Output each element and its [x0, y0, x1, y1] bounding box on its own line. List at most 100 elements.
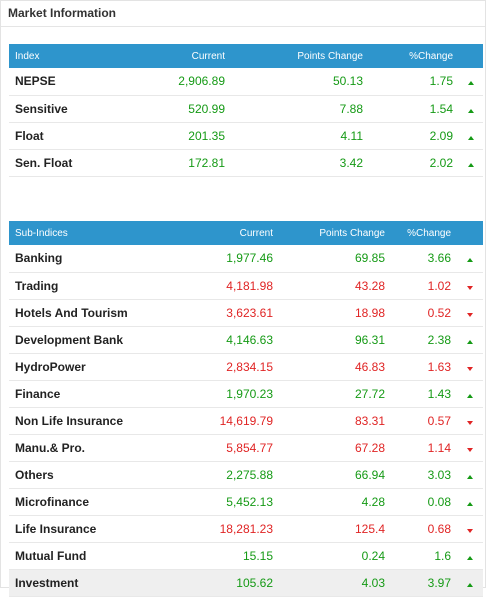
row-direction — [459, 68, 483, 96]
row-direction — [457, 515, 483, 543]
arrow-down-icon — [467, 312, 473, 317]
table-row[interactable]: Hotels And Tourism 3,623.61 18.98 0.52 — [9, 299, 483, 327]
row-points-change: 4.28 — [279, 488, 391, 516]
table-row[interactable]: Trading 4,181.98 43.28 1.02 — [9, 272, 483, 300]
row-current: 4,146.63 — [159, 326, 279, 354]
row-current: 201.35 — [133, 122, 231, 150]
row-current: 172.81 — [133, 149, 231, 177]
row-direction — [457, 488, 483, 516]
row-name: Sensitive — [9, 95, 133, 123]
table-row[interactable]: HydroPower 2,834.15 46.83 1.63 — [9, 353, 483, 381]
table-row[interactable]: Life Insurance 18,281.23 125.4 0.68 — [9, 515, 483, 543]
row-name: Manu.& Pro. — [9, 434, 159, 462]
header-pct-change: %Change — [391, 221, 457, 245]
row-pct-change: 3.97 — [391, 569, 457, 597]
row-direction — [457, 542, 483, 570]
row-pct-change: 0.57 — [391, 407, 457, 435]
table-row[interactable]: Development Bank 4,146.63 96.31 2.38 — [9, 326, 483, 354]
arrow-up-icon — [468, 108, 474, 113]
row-current: 18,281.23 — [159, 515, 279, 543]
row-name: Hotels And Tourism — [9, 299, 159, 327]
header-current: Current — [133, 44, 231, 68]
row-name: Non Life Insurance — [9, 407, 159, 435]
table-row[interactable]: Non Life Insurance 14,619.79 83.31 0.57 — [9, 407, 483, 435]
arrow-up-icon — [468, 135, 474, 140]
table-row[interactable]: Others 2,275.88 66.94 3.03 — [9, 461, 483, 489]
arrow-up-icon — [467, 555, 473, 560]
row-current: 5,452.13 — [159, 488, 279, 516]
arrow-up-icon — [468, 162, 474, 167]
index-table-header: Index Current Points Change %Change — [9, 44, 483, 68]
row-current: 2,906.89 — [133, 68, 231, 96]
row-direction — [459, 149, 483, 177]
row-points-change: 50.13 — [231, 68, 369, 96]
row-pct-change: 2.38 — [391, 326, 457, 354]
header-points-change: Points Change — [231, 44, 369, 68]
header-arrow — [459, 44, 483, 68]
table-row[interactable]: NEPSE 2,906.89 50.13 1.75 — [9, 68, 483, 96]
row-name: Mutual Fund — [9, 542, 159, 570]
row-current: 4,181.98 — [159, 272, 279, 300]
row-points-change: 3.42 — [231, 149, 369, 177]
arrow-up-icon — [467, 393, 473, 398]
row-direction — [457, 434, 483, 462]
table-row[interactable]: Microfinance 5,452.13 4.28 0.08 — [9, 488, 483, 516]
row-pct-change: 2.02 — [369, 149, 459, 177]
row-points-change: 96.31 — [279, 326, 391, 354]
arrow-up-icon — [467, 474, 473, 479]
sub-indices-table-header: Sub-Indices Current Points Change %Chang… — [9, 221, 483, 245]
row-points-change: 125.4 — [279, 515, 391, 543]
row-points-change: 27.72 — [279, 380, 391, 408]
row-pct-change: 1.6 — [391, 542, 457, 570]
header-sub-indices: Sub-Indices — [9, 221, 159, 245]
row-pct-change: 0.68 — [391, 515, 457, 543]
row-direction — [457, 245, 483, 273]
arrow-up-icon — [467, 501, 473, 506]
table-row[interactable]: Sensitive 520.99 7.88 1.54 — [9, 95, 483, 123]
row-points-change: 4.03 — [279, 569, 391, 597]
row-pct-change: 1.54 — [369, 95, 459, 123]
row-pct-change: 1.75 — [369, 68, 459, 96]
row-points-change: 18.98 — [279, 299, 391, 327]
row-pct-change: 0.08 — [391, 488, 457, 516]
table-row[interactable]: Sen. Float 172.81 3.42 2.02 — [9, 149, 483, 177]
row-name: NEPSE — [9, 68, 133, 96]
row-current: 14,619.79 — [159, 407, 279, 435]
row-current: 2,275.88 — [159, 461, 279, 489]
row-direction — [457, 299, 483, 327]
row-current: 1,977.46 — [159, 245, 279, 273]
row-points-change: 0.24 — [279, 542, 391, 570]
row-name: Development Bank — [9, 326, 159, 354]
row-name: Investment — [9, 569, 159, 597]
table-row[interactable]: Manu.& Pro. 5,854.77 67.28 1.14 — [9, 434, 483, 462]
arrow-up-icon — [468, 81, 474, 86]
row-name: HydroPower — [9, 353, 159, 381]
row-name: Sen. Float — [9, 149, 133, 177]
table-row[interactable]: Banking 1,977.46 69.85 3.66 — [9, 245, 483, 273]
row-pct-change: 1.02 — [391, 272, 457, 300]
header-index: Index — [9, 44, 133, 68]
row-name: Float — [9, 122, 133, 150]
arrow-down-icon — [467, 528, 473, 533]
row-name: Microfinance — [9, 488, 159, 516]
table-row[interactable]: Investment 105.62 4.03 3.97 — [9, 569, 483, 597]
row-points-change: 67.28 — [279, 434, 391, 462]
arrow-up-icon — [467, 339, 473, 344]
table-row[interactable]: Float 201.35 4.11 2.09 — [9, 122, 483, 150]
row-current: 105.62 — [159, 569, 279, 597]
row-pct-change: 2.09 — [369, 122, 459, 150]
row-current: 1,970.23 — [159, 380, 279, 408]
row-points-change: 83.31 — [279, 407, 391, 435]
row-current: 520.99 — [133, 95, 231, 123]
row-direction — [457, 326, 483, 354]
row-name: Finance — [9, 380, 159, 408]
row-direction — [457, 569, 483, 597]
row-direction — [457, 272, 483, 300]
row-pct-change: 1.43 — [391, 380, 457, 408]
row-pct-change: 3.03 — [391, 461, 457, 489]
table-row[interactable]: Mutual Fund 15.15 0.24 1.6 — [9, 542, 483, 570]
table-row[interactable]: Finance 1,970.23 27.72 1.43 — [9, 380, 483, 408]
arrow-down-icon — [467, 447, 473, 452]
row-points-change: 7.88 — [231, 95, 369, 123]
arrow-up-icon — [467, 258, 473, 263]
